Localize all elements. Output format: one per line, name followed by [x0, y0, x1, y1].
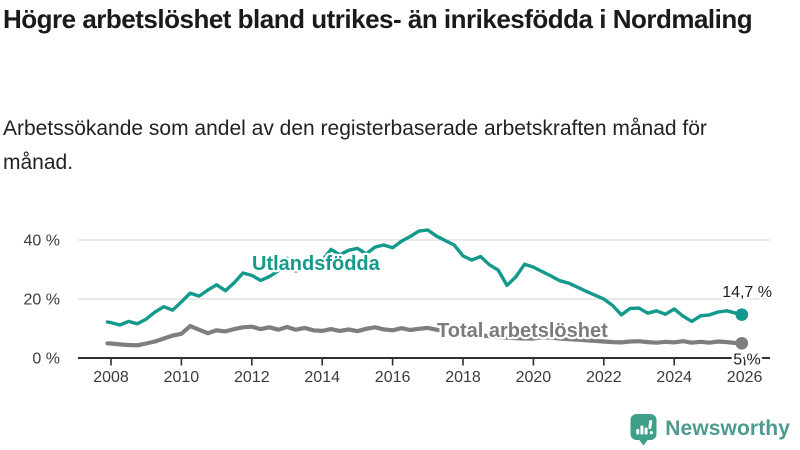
x-axis-tick-label: 2008	[93, 369, 129, 386]
series-label-utlandsfodda: Utlandsfödda	[252, 253, 381, 275]
end-dot-utlandsfodda	[735, 308, 749, 321]
page-subtitle: Arbetssökande som andel av den registerb…	[3, 117, 707, 174]
unemployment-line-chart: 0 % 20 % 40 % 2008 2010 2012 2014 2016 2018 2020 2…	[24, 228, 775, 386]
brand-footer: Newsworthy	[630, 412, 790, 446]
series-line-utlandsfodda	[105, 228, 744, 327]
end-value-label-total: 5 %	[733, 352, 761, 369]
end-value-label-utlandsfodda: 14,7 %	[722, 284, 772, 301]
x-axis-tick-label: 2012	[234, 369, 270, 386]
brand-wordmark: Newsworthy	[665, 417, 790, 440]
newsworthy-logo-icon	[630, 413, 657, 445]
series-label-total: Total arbetslöshet	[437, 320, 608, 342]
x-axis-tick-label: 2010	[164, 369, 200, 386]
x-axis-tick-label: 2024	[656, 369, 692, 386]
x-axis-tick-label: 2026	[727, 369, 763, 386]
end-dot-total	[735, 336, 749, 350]
x-axis-tick-label: 2022	[586, 369, 622, 386]
x-axis-tick-label: 2020	[516, 369, 552, 386]
y-axis-tick-label: 0 %	[32, 351, 60, 368]
x-axis-tick-label: 2014	[304, 369, 340, 386]
y-axis-tick-label: 40 %	[24, 233, 60, 250]
y-axis-tick-label: 20 %	[24, 292, 60, 309]
x-axis-tick-label: 2018	[445, 369, 481, 386]
page-title: Högre arbetslöshet bland utrikes- än inr…	[3, 4, 753, 34]
x-axis-tick-label: 2016	[375, 369, 411, 386]
series-line-total	[105, 324, 744, 348]
